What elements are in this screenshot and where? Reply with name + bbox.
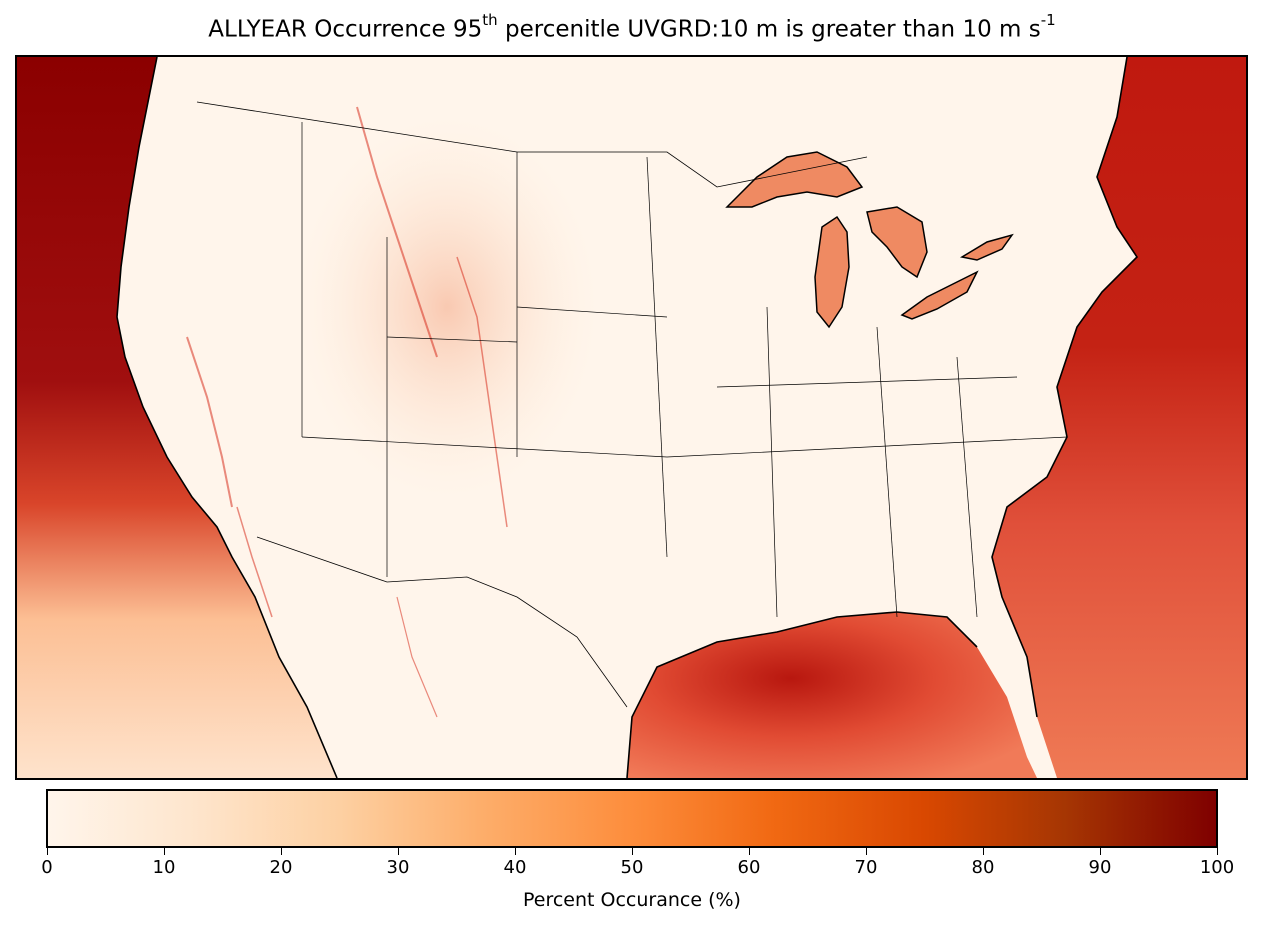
colorbar-tick-mark [398, 848, 399, 855]
canada-border [196, 101, 868, 188]
boundaries [116, 57, 1139, 778]
colorbar-tick-label: 100 [1199, 857, 1235, 878]
colorbar-tick-mark [1100, 848, 1101, 855]
terrain-streaks [186, 106, 597, 718]
mexico-border [256, 536, 628, 708]
colorbar-tick-label: 80 [971, 857, 995, 878]
rockies-glow [297, 117, 597, 497]
colorbar-tick-label: 70 [854, 857, 878, 878]
lake-erie [900, 270, 979, 320]
map-canvas [17, 57, 1246, 778]
map-panel [15, 55, 1248, 780]
atlantic-ocean [992, 57, 1246, 778]
colorbar-tick-label: 0 [41, 857, 53, 878]
colorbar-tick-mark [164, 848, 165, 855]
lake-huron [866, 206, 928, 279]
colorbar-tick-mark [47, 848, 48, 855]
lake-michigan [814, 215, 850, 329]
colorbar-tick-label: 20 [269, 857, 293, 878]
colorbar-tick-mark [1217, 848, 1218, 855]
colorbar-label: Percent Occurance (%) [523, 889, 741, 911]
great-lakes [725, 151, 1014, 329]
colorbar [46, 789, 1218, 848]
gulf-of-mexico [627, 612, 1037, 778]
chart-title: ALLYEAR Occurrence 95th percenitle UVGRD… [208, 11, 1056, 43]
colorbar-tick-mark [632, 848, 633, 855]
colorbar-tick-mark [281, 848, 282, 855]
colorbar-tick-mark [515, 848, 516, 855]
colorbar-tick-mark [983, 848, 984, 855]
pacific-ocean [17, 57, 337, 778]
lake-superior [725, 151, 864, 208]
gulf-coastline [626, 611, 978, 778]
colorbar-tick-mark [866, 848, 867, 855]
lake-ontario [959, 233, 1014, 261]
colorbar-tick-mark [749, 848, 750, 855]
colorbar-tick-label: 90 [1088, 857, 1112, 878]
west-coastline [116, 57, 338, 778]
colorbar-tick-label: 30 [386, 857, 410, 878]
colorbar-tick-label: 40 [503, 857, 527, 878]
east-coastline [991, 57, 1139, 718]
colorbar-tick-label: 50 [620, 857, 644, 878]
colorbar-tick-label: 10 [152, 857, 176, 878]
colorbar-tick-label: 60 [737, 857, 761, 878]
